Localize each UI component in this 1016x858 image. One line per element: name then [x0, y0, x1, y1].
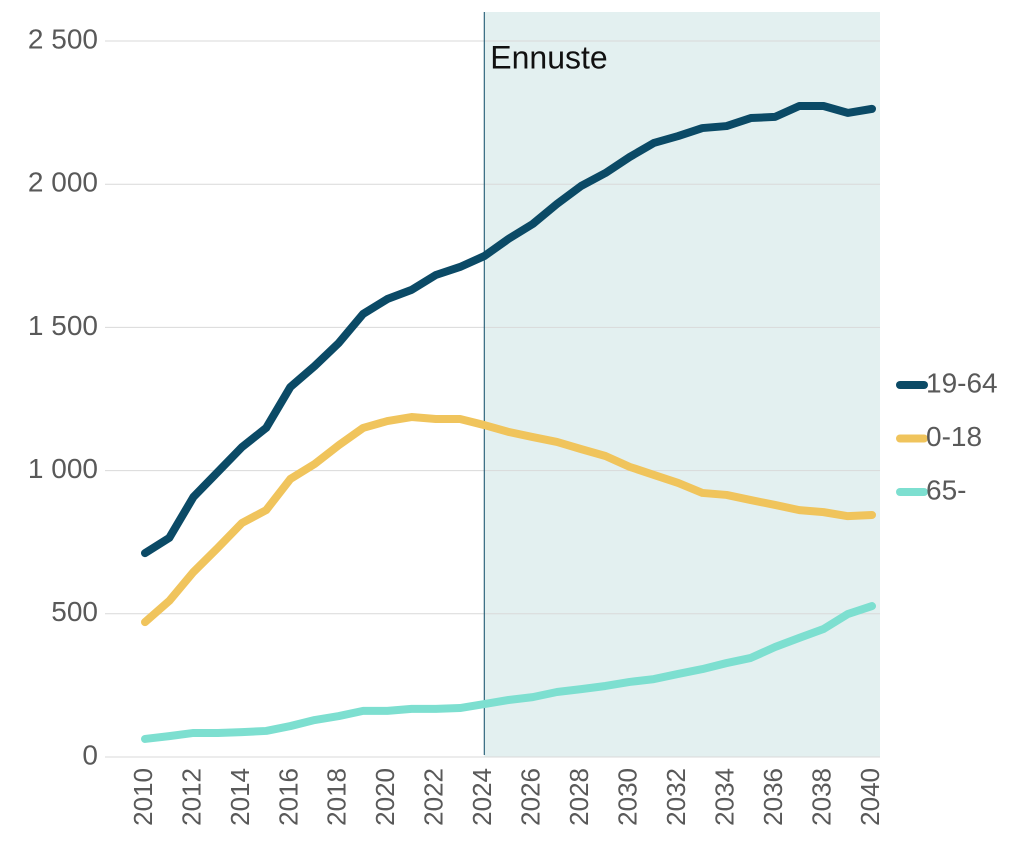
y-tick-label: 2 500 — [28, 23, 98, 54]
y-tick-label: 1 000 — [28, 453, 98, 484]
x-tick-label: 2040 — [855, 768, 885, 826]
series-line — [141, 102, 876, 558]
x-tick-label: 2038 — [806, 768, 836, 826]
x-tick-label: 2016 — [273, 768, 303, 826]
legend-label: 0-18 — [926, 421, 982, 452]
x-tick-label: 2012 — [176, 768, 206, 826]
y-tick-label: 1 500 — [28, 310, 98, 341]
y-tick-label: 500 — [51, 596, 98, 627]
forecast-region — [484, 12, 880, 757]
x-tick-label: 2014 — [225, 768, 255, 826]
y-tick-label: 2 000 — [28, 167, 98, 198]
x-tick-label: 2022 — [419, 768, 449, 826]
x-tick-label: 2026 — [516, 768, 546, 826]
annotation: Ennuste — [490, 39, 607, 75]
x-tick-label: 2028 — [564, 768, 594, 826]
x-tick-label: 2020 — [370, 768, 400, 826]
x-tick-label: 2032 — [661, 768, 691, 826]
legend-label: 65- — [926, 474, 966, 505]
x-tick-label: 2018 — [322, 768, 352, 826]
y-tick-label: 0 — [82, 739, 98, 770]
legend-label: 19-64 — [926, 367, 998, 398]
x-tick-label: 2010 — [128, 768, 158, 826]
x-tick-label: 2024 — [467, 768, 497, 826]
x-tick-label: 2030 — [613, 768, 643, 826]
x-tick-label: 2034 — [709, 768, 739, 826]
series-line — [141, 602, 876, 743]
x-tick-label: 2036 — [758, 768, 788, 826]
series-line — [141, 413, 876, 627]
